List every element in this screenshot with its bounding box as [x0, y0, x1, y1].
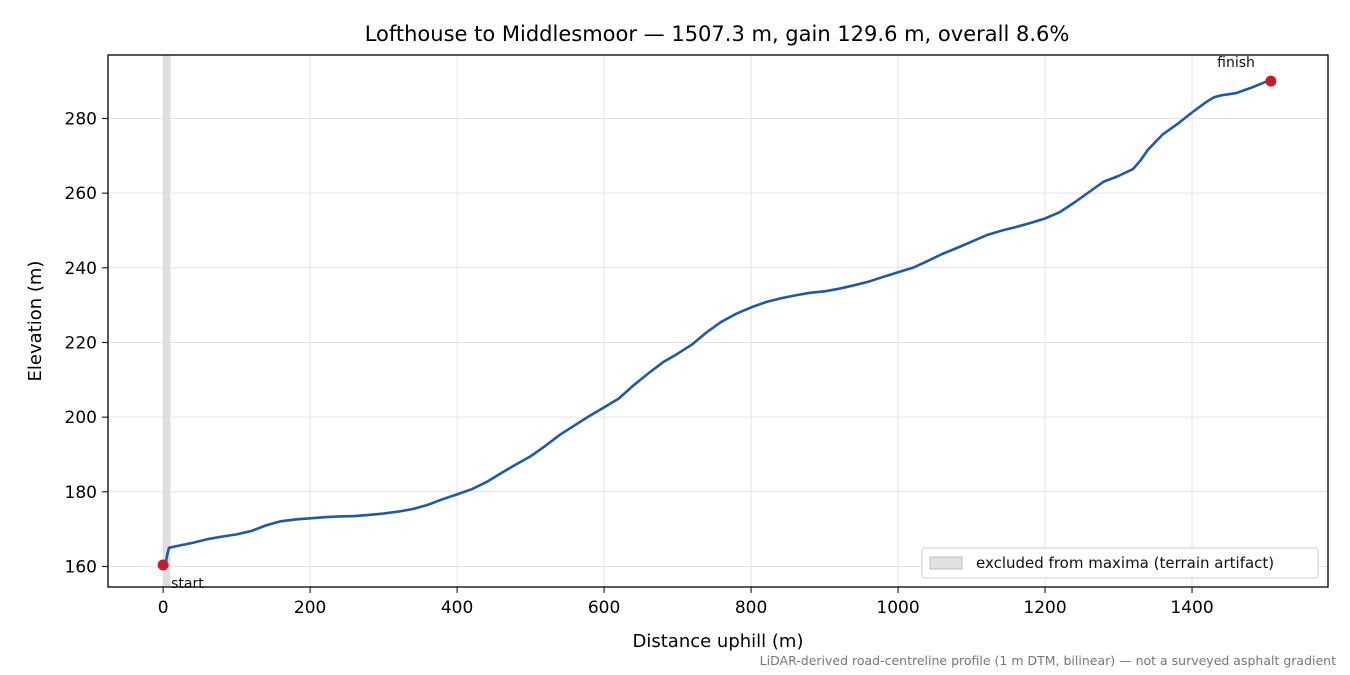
- y-tick-label: 200: [65, 408, 97, 428]
- chart-title: Lofthouse to Middlesmoor — 1507.3 m, gai…: [365, 22, 1070, 46]
- finish-marker: [1265, 75, 1277, 87]
- excluded-region-band: [163, 55, 171, 587]
- x-tick-label: 0: [158, 598, 169, 618]
- y-tick-label: 260: [65, 184, 97, 204]
- x-tick-label: 600: [588, 598, 620, 618]
- y-axis-ticks: 160 180 200 220 240 260 280: [65, 109, 108, 577]
- x-tick-label: 400: [441, 598, 473, 618]
- legend-box: [921, 547, 1319, 579]
- elevation-line: [161, 79, 1273, 567]
- finish-label: finish: [1217, 55, 1255, 71]
- legend: excluded from maxima (terrain artifact): [921, 547, 1319, 579]
- plot-frame: [107, 54, 1329, 588]
- x-tick-label: 1400: [1170, 598, 1213, 618]
- start-marker: [157, 559, 169, 571]
- y-tick-label: 160: [65, 557, 97, 577]
- start-label: start: [171, 576, 204, 592]
- x-tick-label: 1000: [876, 598, 919, 618]
- excluded-region-layer: [163, 55, 171, 587]
- y-tick-label: 180: [65, 483, 97, 503]
- footnote: LiDAR-derived road-centreline profile (1…: [760, 653, 1336, 668]
- x-tick-label: 1200: [1023, 598, 1066, 618]
- x-tick-label: 800: [735, 598, 767, 618]
- x-axis-ticks: 0 200 400 600 800 1000 1200 1400: [158, 587, 1214, 618]
- legend-label-excluded: excluded from maxima (terrain artifact): [976, 554, 1274, 572]
- y-tick-label: 240: [65, 259, 97, 279]
- x-tick-label: 200: [294, 598, 326, 618]
- y-tick-label: 280: [65, 109, 97, 129]
- y-tick-label: 220: [65, 333, 97, 353]
- series-layer: start finish: [157, 55, 1277, 592]
- y-axis-label: Elevation (m): [25, 261, 46, 382]
- x-axis-label: Distance uphill (m): [633, 631, 804, 652]
- legend-swatch-excluded: [929, 556, 963, 570]
- grid-lines: [108, 55, 1328, 587]
